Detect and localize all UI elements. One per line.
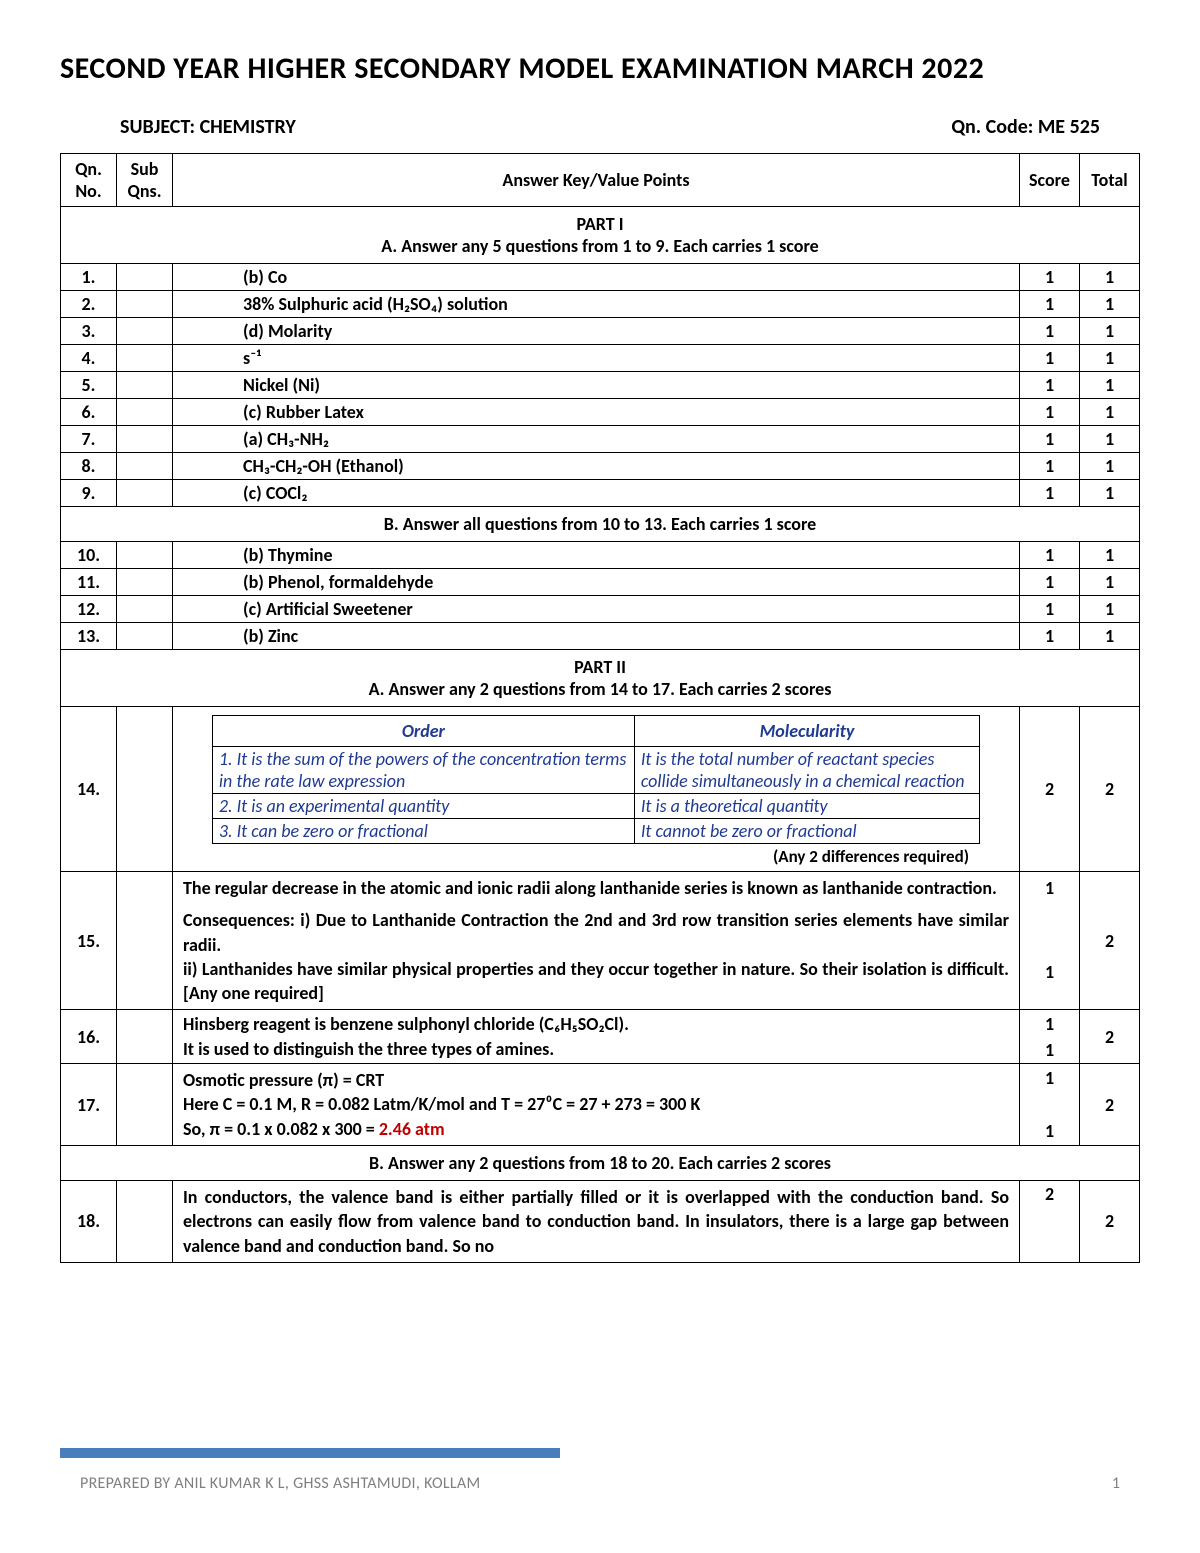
section-part1b: B. Answer all questions from 10 to 13. E… <box>61 507 1140 542</box>
q14-comparison-table: Order Molecularity 1. It is the sum of t… <box>212 715 980 844</box>
question-code: Qn. Code: ME 525 <box>951 115 1100 139</box>
col-sub: Sub Qns. <box>117 154 173 207</box>
row-q16-1: 16. Hinsberg reagent is benzene sulphony… <box>61 1010 1140 1037</box>
table-row: 12.(c) Artificial Sweetener11 <box>61 596 1140 623</box>
table-row: 8.CH₃-CH₂-OH (Ethanol)11 <box>61 453 1140 480</box>
row-q18: 18. In conductors, the valence band is e… <box>61 1180 1140 1262</box>
table-row: 13.(b) Zinc11 <box>61 623 1140 650</box>
section-part1: PART I A. Answer any 5 questions from 1 … <box>61 207 1140 264</box>
col-score: Score <box>1020 154 1080 207</box>
page-title: SECOND YEAR HIGHER SECONDARY MODEL EXAMI… <box>60 50 1140 87</box>
answer-key-table: Qn. No. Sub Qns. Answer Key/Value Points… <box>60 153 1140 1263</box>
page-number: 1 <box>1112 1474 1120 1493</box>
section-part2: PART II A. Answer any 2 questions from 1… <box>61 650 1140 707</box>
section-part2b: B. Answer any 2 questions from 18 to 20.… <box>61 1145 1140 1180</box>
table-row: 10.(b) Thymine11 <box>61 542 1140 569</box>
footer-accent-bar <box>60 1448 560 1458</box>
table-row: 11.(b) Phenol, formaldehyde11 <box>61 569 1140 596</box>
row-q15-2: Consequences: i) Due to Lanthanide Contr… <box>61 904 1140 1010</box>
row-q17-1: 17. Osmotic pressure (π) = CRT 1 2 <box>61 1064 1140 1093</box>
footer-author: PREPARED BY ANIL KUMAR K L, GHSS ASHTAMU… <box>80 1474 480 1493</box>
col-ans: Answer Key/Value Points <box>173 154 1020 207</box>
table-row: 2.38% Sulphuric acid (H₂SO₄) solution11 <box>61 291 1140 318</box>
table-row: 5.Nickel (Ni)11 <box>61 372 1140 399</box>
table-row: 6.(c) Rubber Latex11 <box>61 399 1140 426</box>
row-q15-1: 15. The regular decrease in the atomic a… <box>61 872 1140 905</box>
table-row: 7.(a) CH₃-NH₂11 <box>61 426 1140 453</box>
row-q17-3: So, π = 0.1 x 0.082 x 300 = 2.46 atm 1 <box>61 1117 1140 1146</box>
col-qn: Qn. No. <box>61 154 117 207</box>
subject-code-row: SUBJECT: CHEMISTRY Qn. Code: ME 525 <box>60 115 1140 139</box>
table-row: 9.(c) COCl₂11 <box>61 480 1140 507</box>
page-footer: PREPARED BY ANIL KUMAR K L, GHSS ASHTAMU… <box>60 1448 1140 1493</box>
col-total: Total <box>1080 154 1140 207</box>
subject-label: SUBJECT: CHEMISTRY <box>120 115 296 139</box>
row-q16-2: It is used to distinguish the three type… <box>61 1037 1140 1064</box>
table-row: 1.(b) Co11 <box>61 264 1140 291</box>
row-q14: 14. Order Molecularity 1. It is the sum … <box>61 707 1140 872</box>
exam-answer-key-page: SECOND YEAR HIGHER SECONDARY MODEL EXAMI… <box>0 0 1200 1553</box>
row-q17-2: Here C = 0.1 M, R = 0.082 Latm/K/mol and… <box>61 1092 1140 1116</box>
table-row: 3.(d) Molarity11 <box>61 318 1140 345</box>
table-row: 4.s⁻¹11 <box>61 345 1140 372</box>
